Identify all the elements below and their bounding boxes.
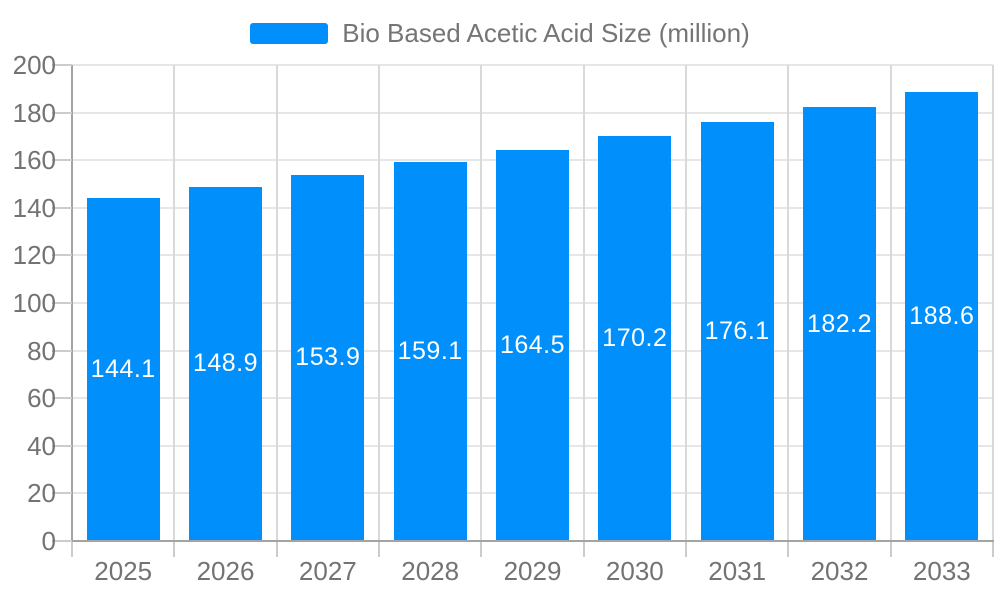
gridline-vertical <box>992 65 994 541</box>
bar-value-label: 159.1 <box>397 337 463 366</box>
x-axis-tick <box>889 542 892 557</box>
y-axis-tick-label: 20 <box>27 478 56 509</box>
y-axis-tick <box>52 397 72 400</box>
x-axis-tick-label: 2028 <box>401 556 460 586</box>
x-axis-tick-label: 2032 <box>810 556 869 586</box>
x-axis-tick <box>173 542 176 557</box>
bar-value-label: 164.5 <box>499 330 566 359</box>
bar-2026[interactable]: 148.9 <box>189 186 262 541</box>
y-axis-tick <box>52 540 72 542</box>
bar-value-label: 148.9 <box>192 349 259 378</box>
x-axis-tick-label: 2030 <box>605 556 664 586</box>
x-axis-tick <box>582 542 585 557</box>
legend-swatch-icon <box>250 23 329 44</box>
bar-2033[interactable]: 188.6 <box>905 92 979 541</box>
y-axis-tick <box>52 111 72 114</box>
gridline-horizontal <box>72 111 993 114</box>
x-axis-tick <box>275 542 278 557</box>
bar-value-label: 176.1 <box>704 316 770 345</box>
y-axis-tick-label: 80 <box>27 335 56 366</box>
x-axis-tick <box>685 542 687 557</box>
bar-2030[interactable]: 170.2 <box>598 135 672 541</box>
gridline-vertical <box>787 65 790 541</box>
bar-value-label: 153.9 <box>295 343 361 372</box>
y-axis-tick-label: 120 <box>12 240 56 271</box>
x-axis-tick-label: 2025 <box>94 556 153 586</box>
bar-2029[interactable]: 164.5 <box>496 149 569 541</box>
gridline-horizontal <box>72 64 993 66</box>
x-axis-tick <box>71 542 73 557</box>
x-axis-tick <box>787 542 790 557</box>
legend-label: Bio Based Acetic Acid Size (million) <box>342 18 750 48</box>
plot-area: 144.1 148.9 153.9 159.1 164.5 170.2 176.1 182.2… <box>72 64 994 541</box>
gridline-vertical <box>275 65 278 541</box>
x-axis-tick-label: 2027 <box>298 556 357 586</box>
bar-value-label: 170.2 <box>602 323 668 352</box>
gridline-vertical <box>378 65 380 541</box>
y-axis-tick <box>52 302 72 304</box>
gridline-vertical <box>173 65 176 541</box>
y-axis-tick <box>52 159 72 162</box>
y-axis-tick-label: 40 <box>27 430 56 461</box>
bar-2025[interactable]: 144.1 <box>86 198 160 541</box>
x-axis-tick <box>992 542 994 557</box>
y-axis-tick-label: 160 <box>12 145 56 176</box>
bar-2031[interactable]: 176.1 <box>700 121 774 541</box>
gridline-vertical <box>582 65 585 541</box>
x-axis-line <box>71 540 994 542</box>
bar-value-label: 188.6 <box>909 302 975 331</box>
gridline-vertical <box>685 65 687 541</box>
bar-2028[interactable]: 159.1 <box>393 162 467 541</box>
y-axis-tick-label: 200 <box>12 50 56 80</box>
y-axis-tick <box>52 492 72 495</box>
bar-2032[interactable]: 182.2 <box>803 107 876 541</box>
x-axis-tick-label: 2033 <box>912 556 971 586</box>
x-axis-tick-label: 2026 <box>196 556 255 586</box>
gridline-vertical <box>889 65 892 541</box>
y-axis-tick-label: 100 <box>12 288 56 318</box>
gridline-vertical <box>480 65 483 541</box>
x-axis-tick <box>378 542 380 557</box>
y-axis-tick <box>52 349 72 352</box>
x-axis-tick <box>480 542 483 557</box>
x-axis-tick-label: 2029 <box>503 556 562 586</box>
bar-value-label: 144.1 <box>90 355 156 384</box>
y-axis-tick-label: 140 <box>12 192 56 223</box>
bar-2027[interactable]: 153.9 <box>291 174 365 541</box>
y-axis-tick-label: 180 <box>12 97 56 128</box>
y-axis-tick <box>52 254 72 257</box>
bar-value-label: 182.2 <box>806 309 873 338</box>
y-axis-line <box>71 65 73 543</box>
y-axis-tick-label: 0 <box>41 526 56 556</box>
y-axis-tick <box>52 444 72 447</box>
y-axis-tick-label: 60 <box>27 383 56 414</box>
chart-legend[interactable]: Bio Based Acetic Acid Size (million) <box>0 18 1000 49</box>
x-axis-tick-label: 2031 <box>708 556 767 586</box>
y-axis-tick <box>52 64 72 66</box>
y-axis-tick <box>52 206 72 209</box>
